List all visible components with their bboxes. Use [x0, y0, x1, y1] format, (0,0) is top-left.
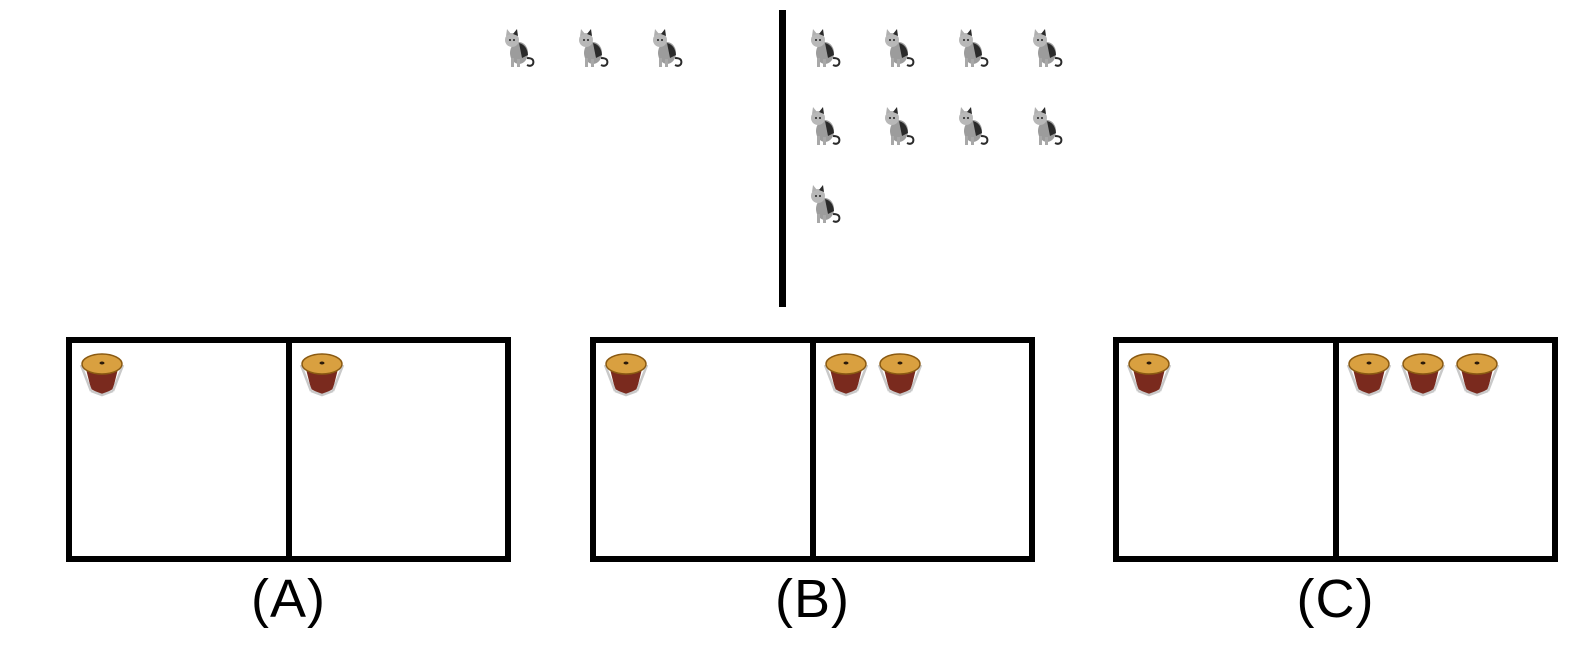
option-right-cell: [1332, 343, 1553, 556]
option-label: (A): [251, 569, 326, 629]
cat-icon: [1028, 28, 1064, 68]
drum-icon: [1398, 351, 1448, 397]
option-box: [1113, 337, 1558, 562]
cat-icon: [880, 28, 916, 68]
cat-grid-right: [806, 28, 1106, 224]
option-label: (B): [775, 569, 850, 629]
cat-grid-left: [500, 28, 760, 68]
drum-icon: [77, 351, 127, 397]
drum-icon: [1344, 351, 1394, 397]
option-c[interactable]: (C): [1113, 337, 1558, 629]
cat-icon: [574, 28, 610, 68]
cat-icon: [954, 106, 990, 146]
drum-icon: [1452, 351, 1502, 397]
top-left-cat-group: [500, 28, 760, 68]
option-box: [590, 337, 1035, 562]
option-left-cell: [1119, 343, 1333, 556]
cat-icon: [500, 28, 536, 68]
cat-icon: [880, 106, 916, 146]
cat-icon: [954, 28, 990, 68]
drum-icon: [875, 351, 925, 397]
option-right-cell: [285, 343, 506, 556]
cat-icon: [1028, 106, 1064, 146]
drum-icon: [601, 351, 651, 397]
cat-icon: [806, 28, 842, 68]
cat-icon: [806, 184, 842, 224]
vertical-divider: [779, 10, 786, 307]
drum-icon: [821, 351, 871, 397]
option-left-cell: [72, 343, 286, 556]
drum-icon: [1124, 351, 1174, 397]
option-a[interactable]: (A): [66, 337, 511, 629]
option-b[interactable]: (B): [590, 337, 1035, 629]
option-label: (C): [1296, 569, 1375, 629]
cat-icon: [648, 28, 684, 68]
option-left-cell: [596, 343, 810, 556]
option-right-cell: [809, 343, 1030, 556]
cat-icon: [806, 106, 842, 146]
top-right-cat-group: [806, 28, 1106, 224]
drum-icon: [297, 351, 347, 397]
option-box: [66, 337, 511, 562]
